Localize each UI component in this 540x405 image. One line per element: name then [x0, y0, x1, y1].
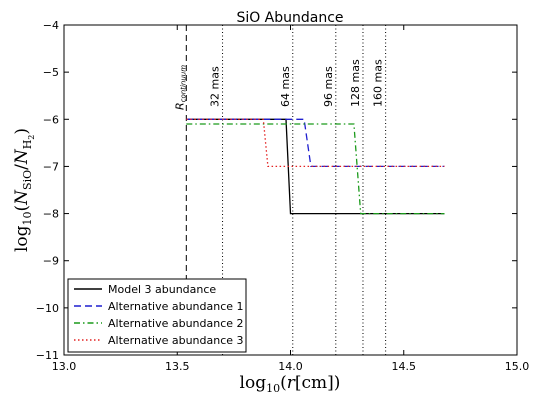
- y-tick-label: −5: [43, 66, 59, 79]
- reference-line-label: Rcontinuum: [173, 65, 187, 110]
- y-tick-label: −9: [43, 255, 59, 268]
- x-tick-label: 15.0: [505, 360, 530, 373]
- reference-line-label: 64 mas: [279, 66, 292, 107]
- x-axis-label: log10(r[cm]): [240, 373, 341, 395]
- y-tick-label: −4: [43, 19, 59, 32]
- y-tick-label: −10: [36, 302, 59, 315]
- legend-label: Alternative abundance 2: [108, 317, 244, 330]
- reference-line-label: 32 mas: [209, 66, 222, 107]
- legend-label: Alternative abundance 3: [108, 334, 244, 347]
- y-axis-label: log10(NSiO/NH2): [12, 128, 36, 252]
- chart-title: SiO Abundance: [236, 10, 343, 26]
- x-tick-label: 13.0: [52, 360, 77, 373]
- y-tick-label: −11: [36, 349, 59, 362]
- reference-line-label: 128 mas: [349, 59, 362, 107]
- y-tick-label: −7: [43, 160, 59, 173]
- x-tick-label: 14.5: [392, 360, 417, 373]
- x-tick-label: 13.5: [165, 360, 190, 373]
- legend-label: Model 3 abundance: [108, 283, 216, 296]
- plot-frame: [63, 24, 518, 356]
- legend-label: Alternative abundance 1: [108, 300, 244, 313]
- y-tick-label: −8: [43, 208, 59, 221]
- reference-line-label: 96 mas: [322, 66, 335, 107]
- y-axis-title: log10(NSiO/NH2): [12, 128, 36, 252]
- x-tick-label: 14.0: [278, 360, 303, 373]
- y-tick-label: −6: [43, 113, 59, 126]
- series-line: [186, 118, 445, 168]
- reference-line-label: 160 mas: [372, 59, 385, 107]
- x-axis-title: log10(r[cm]): [240, 373, 341, 395]
- series-line: [186, 118, 445, 168]
- series-line: [186, 123, 445, 215]
- legend-box: [67, 278, 247, 353]
